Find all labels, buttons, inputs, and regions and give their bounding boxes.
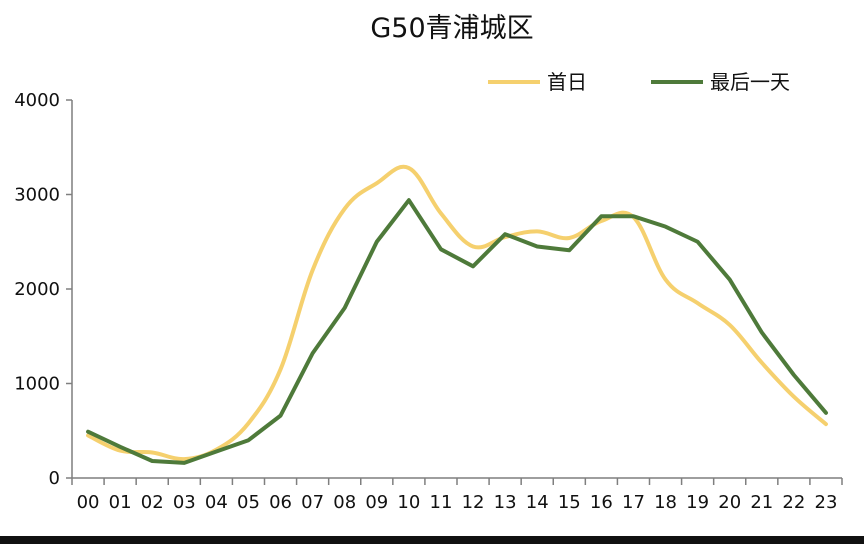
data-point [761,362,763,364]
x-tick-label: 01 [109,492,132,513]
x-tick-label: 23 [815,492,838,513]
data-point [697,302,699,304]
x-tick-label: 13 [494,492,517,513]
x-tick-label: 22 [782,492,805,513]
data-point [87,434,89,436]
data-point [183,462,185,464]
x-tick-label: 06 [269,492,292,513]
data-point [183,458,185,460]
x-tick-label: 11 [430,492,453,513]
chart-axes: 0 1000 2000 3000 4000 00 01 02 03 04 05 06 07 08 09 10 1… [14,90,843,513]
data-point [536,245,538,247]
data-point [793,396,795,398]
data-point [151,460,153,462]
data-point [247,439,249,441]
x-tick-label: 21 [750,492,773,513]
data-point [600,220,602,222]
data-point [376,182,378,184]
data-point [632,215,634,217]
data-point [119,450,121,452]
data-point [472,265,474,267]
y-tick-label: 2000 [14,279,60,300]
data-point [280,415,282,417]
x-tick-label: 03 [173,492,196,513]
data-point [408,167,410,169]
x-tick-label: 07 [301,492,324,513]
data-point [472,245,474,247]
data-point [761,331,763,333]
series-line-1 [86,164,828,462]
data-point [280,368,282,370]
y-tick-label: 0 [49,468,60,489]
data-point [600,215,602,217]
chart-legend: 首日 最后一天 [488,70,790,94]
data-point [344,307,346,309]
data-point [536,230,538,232]
data-point [665,279,667,281]
x-tick-label: 14 [526,492,549,513]
data-point [312,352,314,354]
y-tick-label: 4000 [14,90,60,111]
data-point [665,226,667,228]
data-point [729,324,731,326]
x-tick-label: 17 [622,492,645,513]
data-point [312,269,314,271]
x-tick-label: 20 [718,492,741,513]
x-tick-label: 18 [654,492,677,513]
data-point [408,199,410,201]
x-tick-label: 02 [141,492,164,513]
x-tick-label: 09 [365,492,388,513]
data-point [440,248,442,250]
data-point [215,451,217,453]
data-point [697,241,699,243]
data-point [376,241,378,243]
x-tick-label: 04 [205,492,228,513]
x-tick-label: 15 [558,492,581,513]
x-tick-label: 05 [237,492,260,513]
y-tick-label: 3000 [14,185,60,206]
data-point [825,423,827,425]
chart-series [86,164,828,465]
series-line-2 [86,198,828,465]
x-tick-label: 08 [333,492,356,513]
y-tick-label: 1000 [14,374,60,395]
data-point [151,451,153,453]
data-point [440,212,442,214]
chart-title: G50青浦城区 [370,13,533,44]
x-tick-label: 10 [397,492,420,513]
x-tick-label: 19 [686,492,709,513]
x-tick-label: 12 [462,492,485,513]
data-point [793,374,795,376]
data-point [87,431,89,433]
x-tick-label: 00 [77,492,100,513]
data-point [825,412,827,414]
x-tick-label: 16 [590,492,613,513]
data-point [247,422,249,424]
legend-label: 最后一天 [710,70,790,94]
data-point [568,237,570,239]
legend-label: 首日 [547,70,587,94]
data-point [504,233,506,235]
data-point [119,446,121,448]
bottom-border [0,536,864,544]
data-point [729,279,731,281]
data-point [344,208,346,210]
data-point [568,249,570,251]
